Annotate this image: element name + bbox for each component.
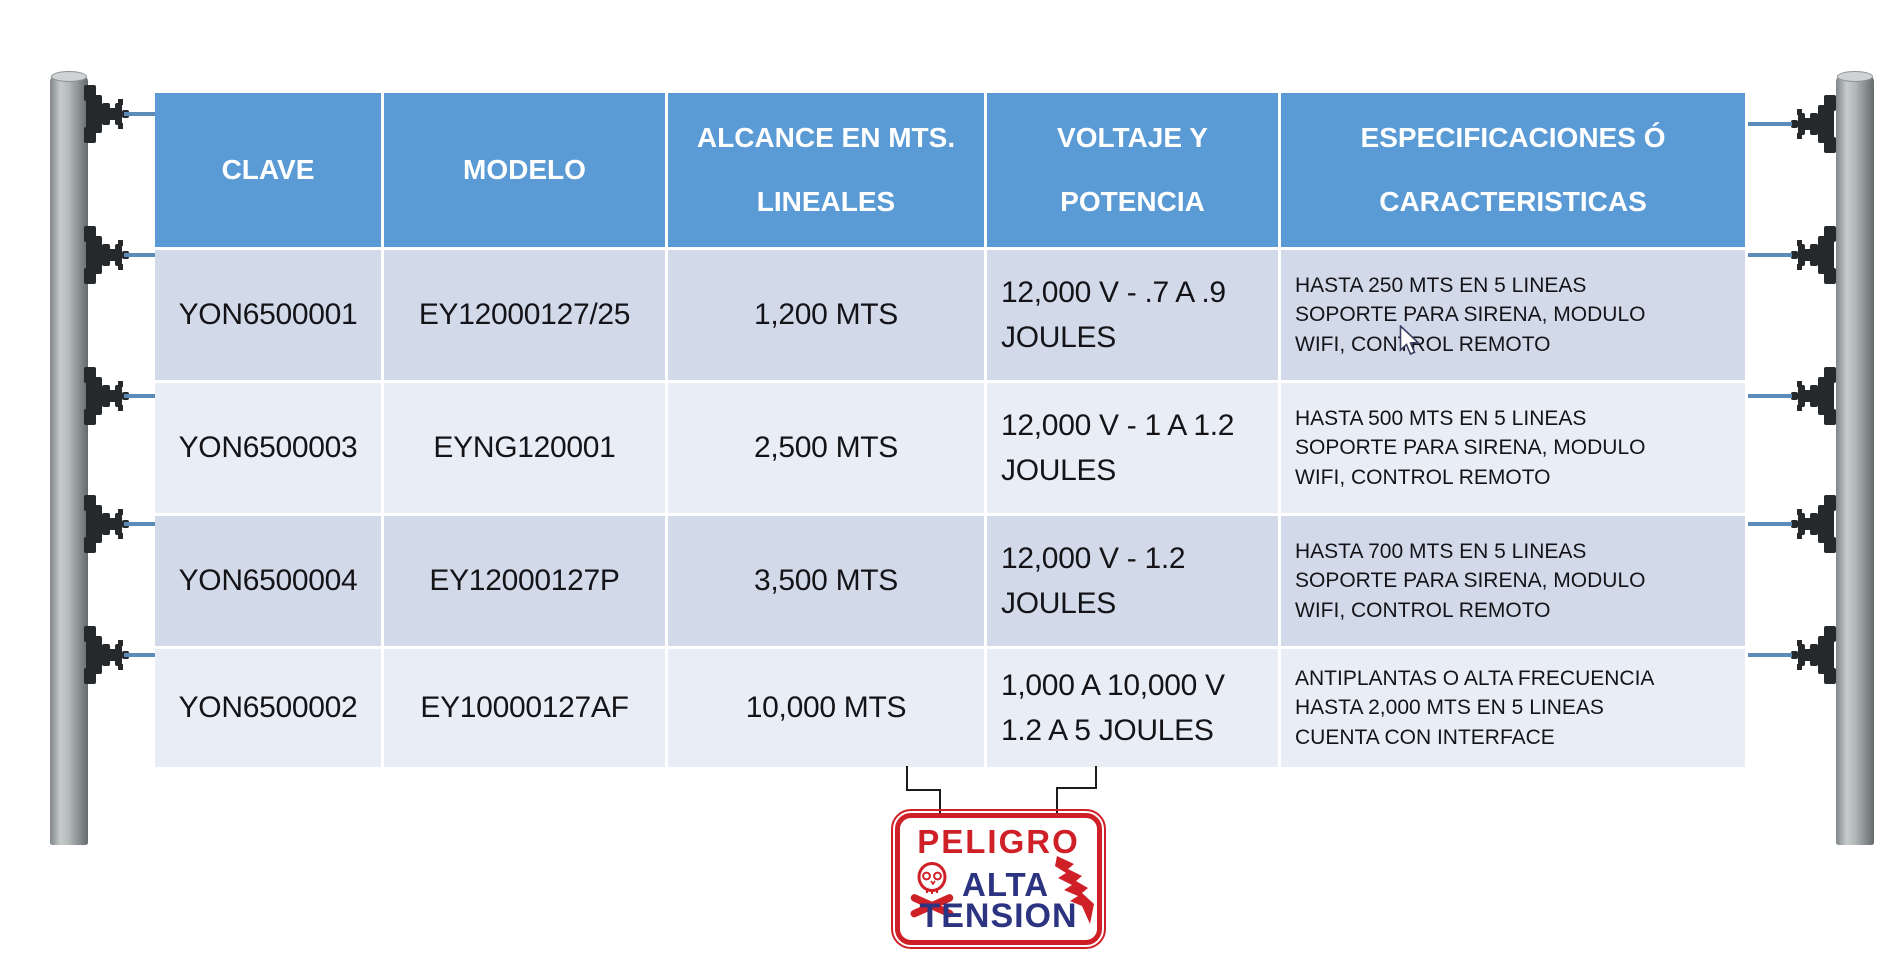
cell-voltaje: 1,000 A 10,000 V 1.2 A 5 JOULES [987,649,1278,767]
cell-alcance: 10,000 MTS [668,649,984,767]
column-header-especificaciones: ESPECIFICACIONES Ó CARACTERISTICAS [1281,93,1745,247]
column-header-alcance: ALCANCE EN MTS. LINEALES [668,93,984,247]
cell-especificaciones: HASTA 700 MTS EN 5 LINEAS SOPORTE PARA S… [1281,516,1745,646]
fence-wire [1748,122,1792,126]
cell-voltaje: 12,000 V - 1 A 1.2 JOULES [987,383,1278,513]
insulator-icon [84,367,129,425]
insulator-icon [84,226,129,284]
insulator-icon [1791,226,1836,284]
fence-wire [124,253,156,257]
sign-text-tension: TENSION [919,897,1078,935]
cell-clave: YON6500002 [155,649,381,767]
cell-modelo: EYNG120001 [384,383,665,513]
cell-modelo: EY12000127/25 [384,250,665,380]
fence-wire [124,653,156,657]
cell-modelo: EY12000127P [384,516,665,646]
fence-pole-left [50,71,88,845]
sign-text-peligro: PELIGRO [917,823,1080,860]
fence-pole-right [1836,71,1874,845]
fence-wire [124,522,156,526]
cell-especificaciones: HASTA 250 MTS EN 5 LINEAS SOPORTE PARA S… [1281,250,1745,380]
cell-voltaje: 12,000 V - .7 A .9 JOULES [987,250,1278,380]
fence-wire [1748,394,1792,398]
cell-especificaciones: HASTA 500 MTS EN 5 LINEAS SOPORTE PARA S… [1281,383,1745,513]
fence-wire [124,112,156,116]
fence-wire [1748,653,1792,657]
danger-high-voltage-sign: PELIGRO ALTA TENSION [891,809,1106,949]
insulator-icon [1791,495,1836,553]
fence-wire [1748,522,1792,526]
skull-crossbones-icon [910,862,954,918]
column-header-voltaje: VOLTAJE Y POTENCIA [987,93,1278,247]
product-table: CLAVE MODELO ALCANCE EN MTS. LINEALES VO… [155,93,1745,767]
cell-especificaciones: ANTIPLANTAS O ALTA FRECUENCIA HASTA 2,00… [1281,649,1745,767]
sign-connector-lines [906,766,1097,815]
cell-alcance: 3,500 MTS [668,516,984,646]
sign-text-alta: ALTA [962,866,1050,903]
cell-alcance: 1,200 MTS [668,250,984,380]
insulator-icon [84,85,129,143]
cell-clave: YON6500001 [155,250,381,380]
cell-clave: YON6500004 [155,516,381,646]
column-header-clave: CLAVE [155,93,381,247]
cell-alcance: 2,500 MTS [668,383,984,513]
insulator-icon [84,626,129,684]
cell-voltaje: 12,000 V - 1.2 JOULES [987,516,1278,646]
insulator-icon [84,495,129,553]
column-header-modelo: MODELO [384,93,665,247]
insulator-icon [1791,95,1836,153]
insulator-icon [1791,626,1836,684]
cell-modelo: EY10000127AF [384,649,665,767]
fence-wire [1748,253,1792,257]
fence-wire [124,394,156,398]
insulator-icon [1791,367,1836,425]
cell-clave: YON6500003 [155,383,381,513]
mouse-cursor-icon [1399,325,1420,356]
lightning-bolt-icon [1055,856,1094,924]
